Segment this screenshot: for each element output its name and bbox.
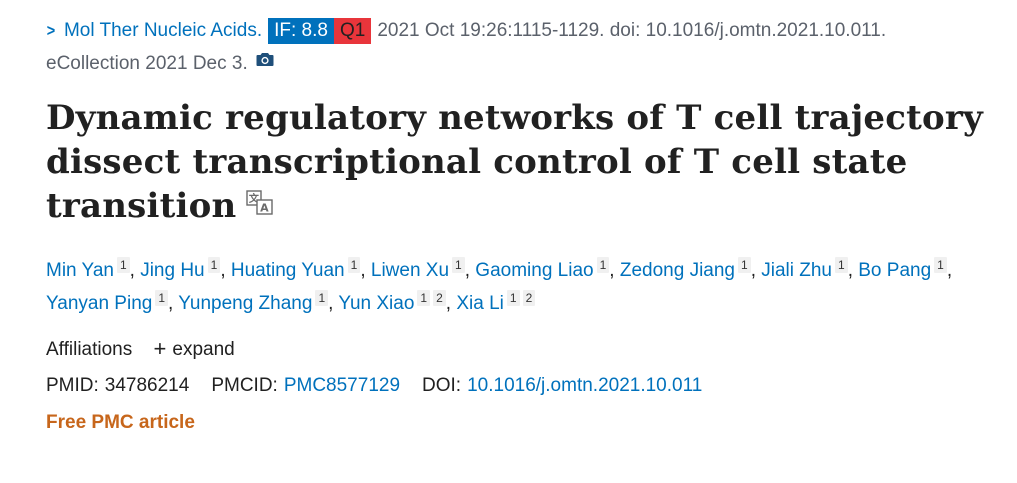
translate-icon[interactable]: 文 A <box>246 183 274 227</box>
affiliation-number-link[interactable]: 1 <box>934 257 947 273</box>
author-name-link[interactable]: Gaoming Liao <box>475 260 594 281</box>
author-item: Yunpeng Zhang 1, <box>178 290 339 314</box>
author-name-link[interactable]: Huating Yuan <box>230 260 345 281</box>
affiliation-number-link[interactable]: 1 <box>116 257 130 273</box>
affiliation-number-link[interactable]: 1 <box>207 257 221 273</box>
citation-line-2: eCollection 2021 Dec 3. <box>46 47 1006 80</box>
author-name-link[interactable]: Yanyan Ping <box>46 293 153 314</box>
author-name-link[interactable]: Yunpeng Zhang <box>178 293 313 314</box>
author-name-link[interactable]: Liwen Xu <box>370 260 450 281</box>
author-separator: , <box>750 260 762 281</box>
author-separator: , <box>445 293 457 314</box>
svg-text:文: 文 <box>249 192 260 205</box>
pmcid-label: PMCID: <box>211 375 278 396</box>
pmid-label: PMID: <box>46 375 99 396</box>
author-separator: , <box>168 293 179 314</box>
plus-icon: + <box>153 336 167 361</box>
author-separator: , <box>129 260 141 281</box>
author-list: Min Yan 1, Jing Hu 1, Huating Yuan 1, Liwen… <box>46 254 1006 320</box>
author-name-link[interactable]: Yun Xiao <box>338 293 415 314</box>
author-separator: , <box>220 260 231 281</box>
doi-link[interactable]: 10.1016/j.omtn.2021.10.011 <box>467 375 703 396</box>
affiliation-number-link[interactable]: 1 <box>596 257 610 273</box>
author-separator: , <box>328 293 339 314</box>
author-item: Yanyan Ping 1, <box>46 290 179 314</box>
quartile-badge: Q1 <box>333 18 372 44</box>
author-name-link[interactable]: Jing Hu <box>140 260 205 281</box>
author-item: Yun Xiao 1 2, <box>338 290 457 314</box>
author-item: Gaoming Liao 1, <box>475 257 620 281</box>
free-pmc-article-link[interactable]: Free PMC article <box>46 412 195 433</box>
article-title: Dynamic regulatory networks of T cell tr… <box>46 96 1006 228</box>
affiliation-number-link[interactable]: 1 <box>506 290 520 306</box>
camera-icon[interactable] <box>256 45 274 78</box>
author-item: Jing Hu 1, <box>140 257 231 281</box>
affiliation-number-link[interactable]: 1 <box>738 257 751 273</box>
author-item: Xia Li 1 2 <box>456 290 536 314</box>
pmcid-link[interactable]: PMC8577129 <box>283 375 401 396</box>
affiliation-number-link[interactable]: 1 <box>835 257 848 273</box>
author-name-link[interactable]: Min Yan <box>46 260 114 281</box>
journal-link[interactable]: > Mol Ther Nucleic Acids. <box>46 20 262 41</box>
author-name-link[interactable]: Bo Pang <box>858 260 932 281</box>
author-item: Jiali Zhu 1, <box>761 257 859 281</box>
impact-factor-badge: IF: 8.8 <box>268 18 334 44</box>
expand-affiliations-button[interactable]: + expand <box>153 336 235 361</box>
article-title-text: Dynamic regulatory networks of T cell tr… <box>46 98 983 226</box>
affiliation-number-link[interactable]: 1 <box>417 290 431 306</box>
affiliation-number-link[interactable]: 1 <box>315 290 329 306</box>
author-item: Liwen Xu 1, <box>370 257 476 281</box>
pmid-value: 34786214 <box>104 375 190 396</box>
affiliations-label: Affiliations <box>46 339 133 360</box>
citation-block: > Mol Ther Nucleic Acids. IF: 8.8 Q1 2021 Oc… <box>46 14 1006 80</box>
expand-label: expand <box>172 339 235 360</box>
affiliation-number-link[interactable]: 2 <box>522 290 536 306</box>
affiliation-number-link[interactable]: 1 <box>347 257 361 273</box>
affiliations-row: Affiliations + expand <box>46 334 1006 365</box>
author-name-link[interactable]: Jiali Zhu <box>761 260 832 281</box>
ecollection-text: eCollection 2021 Dec 3. <box>46 53 248 74</box>
author-separator: , <box>360 260 371 281</box>
author-separator: , <box>609 260 620 281</box>
author-item: Huating Yuan 1, <box>230 257 371 281</box>
affiliation-number-link[interactable]: 2 <box>433 290 446 306</box>
citation-line-1: > Mol Ther Nucleic Acids. IF: 8.8 Q1 2021 Oc… <box>46 14 1006 47</box>
affiliation-number-link[interactable]: 1 <box>452 257 465 273</box>
author-item: Zedong Jiang 1, <box>619 257 762 281</box>
citation-details: 2021 Oct 19:26:1115-1129. doi: 10.1016/j… <box>377 20 887 41</box>
article-header: > Mol Ther Nucleic Acids. IF: 8.8 Q1 2021 Oc… <box>46 14 1006 438</box>
author-name-link[interactable]: Zedong Jiang <box>619 260 735 281</box>
author-separator: , <box>847 260 859 281</box>
identifiers-row: PMID: 34786214 PMCID: PMC8577129 DOI: 10.1016… <box>46 371 1006 401</box>
author-separator: , <box>946 260 953 281</box>
doi-label: DOI: <box>422 375 462 396</box>
journal-name[interactable]: Mol Ther Nucleic Acids. <box>63 20 263 41</box>
author-item: Min Yan 1, <box>46 257 141 281</box>
affiliation-number-link[interactable]: 1 <box>155 290 169 306</box>
author-separator: , <box>464 260 476 281</box>
chevron-right-icon: > <box>46 21 56 40</box>
author-name-link[interactable]: Xia Li <box>456 293 504 314</box>
svg-text:A: A <box>261 202 270 215</box>
author-item: Bo Pang 1, <box>858 257 953 281</box>
